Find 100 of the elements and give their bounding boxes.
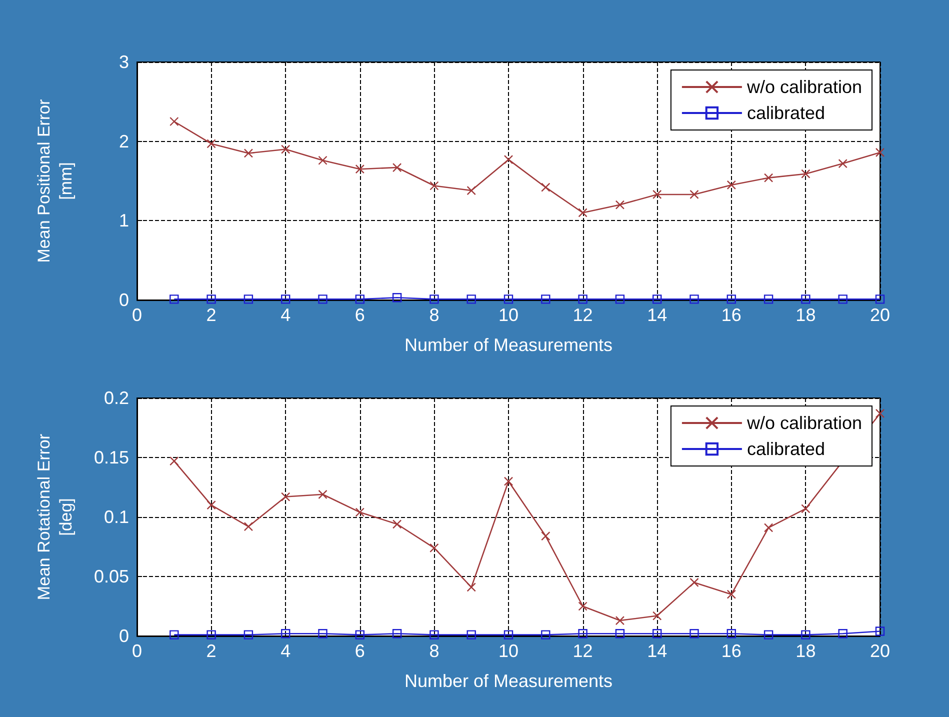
point xyxy=(281,294,290,304)
point xyxy=(764,523,774,532)
point xyxy=(801,630,810,640)
point xyxy=(838,294,848,304)
point xyxy=(578,208,588,218)
point xyxy=(764,630,774,640)
point xyxy=(392,629,402,638)
y-axis-title: Mean Positional Error [mm] xyxy=(34,98,76,263)
point xyxy=(318,629,328,638)
point xyxy=(392,520,402,529)
point xyxy=(281,492,290,502)
point xyxy=(244,294,254,304)
x-tick-label: 20 xyxy=(870,305,890,325)
point xyxy=(615,616,625,626)
point xyxy=(726,629,736,638)
x-tick-label: 14 xyxy=(647,641,668,661)
point xyxy=(875,408,885,418)
point xyxy=(652,190,662,200)
point xyxy=(541,531,550,541)
legend-label: w/o calibration xyxy=(746,413,862,433)
x-tick-label: 18 xyxy=(796,305,816,325)
y-tick-label: 0.1 xyxy=(104,507,129,527)
point xyxy=(838,158,848,168)
point xyxy=(430,181,439,190)
y-tick-label: 0 xyxy=(118,626,129,646)
point xyxy=(466,294,476,304)
legend-label: calibrated xyxy=(746,103,825,123)
point xyxy=(355,630,364,640)
point xyxy=(318,294,328,304)
point xyxy=(652,294,662,304)
x-tick-label: 0 xyxy=(132,641,142,661)
point xyxy=(541,182,550,192)
y-tick-label: 0.2 xyxy=(104,388,129,408)
x-tick-label: 20 xyxy=(870,641,890,661)
x-axis-title: Number of Measurements xyxy=(404,335,613,355)
point xyxy=(318,156,328,165)
point xyxy=(764,173,774,182)
x-tick-label: 16 xyxy=(721,641,742,661)
x-tick-label: 0 xyxy=(132,305,142,325)
point xyxy=(244,148,254,158)
x-tick-label: 14 xyxy=(647,305,668,325)
point xyxy=(281,629,290,638)
point xyxy=(281,144,290,154)
x-tick-label: 2 xyxy=(206,641,216,661)
point xyxy=(578,294,588,304)
point xyxy=(355,294,364,304)
point xyxy=(541,630,550,640)
point xyxy=(244,522,254,532)
point xyxy=(690,294,699,304)
point xyxy=(355,508,364,517)
point xyxy=(318,490,328,499)
x-tick-label: 10 xyxy=(498,641,519,661)
point xyxy=(466,186,476,196)
y-tick-label: 3 xyxy=(118,52,129,72)
point xyxy=(690,629,699,638)
point xyxy=(801,169,810,178)
x-tick-label: 8 xyxy=(429,305,440,325)
point xyxy=(652,611,662,620)
point xyxy=(206,139,216,148)
point xyxy=(430,294,439,304)
point xyxy=(541,294,550,304)
point xyxy=(392,162,402,172)
point xyxy=(504,476,514,486)
point xyxy=(652,629,662,638)
point xyxy=(170,294,179,304)
point xyxy=(690,578,699,588)
x-tick-label: 2 xyxy=(206,305,216,325)
point xyxy=(875,294,885,304)
x-tick-label: 4 xyxy=(280,641,291,661)
point xyxy=(504,154,514,164)
legend-label: w/o calibration xyxy=(746,77,862,97)
point xyxy=(170,116,179,126)
point xyxy=(615,629,625,638)
point xyxy=(504,630,514,640)
point xyxy=(838,629,848,638)
point xyxy=(578,602,588,611)
x-tick-label: 18 xyxy=(796,641,816,661)
x-tick-label: 4 xyxy=(280,305,291,325)
point xyxy=(170,456,179,466)
point xyxy=(206,500,216,510)
point xyxy=(578,629,588,638)
x-tick-label: 12 xyxy=(572,305,593,325)
point xyxy=(875,148,885,158)
point xyxy=(355,164,364,174)
point xyxy=(206,630,216,640)
x-tick-label: 6 xyxy=(354,641,365,661)
point xyxy=(430,630,439,640)
point xyxy=(726,590,736,599)
y-tick-label: 1 xyxy=(118,210,129,231)
x-tick-label: 10 xyxy=(498,305,519,325)
x-axis-title: Number of Measurements xyxy=(404,671,613,691)
y-axis-title: Mean Rotational Error [deg] xyxy=(34,434,76,600)
point xyxy=(801,504,810,514)
point xyxy=(466,630,476,640)
point xyxy=(206,294,216,304)
x-tick-label: 8 xyxy=(429,641,440,661)
y-tick-label: 0.15 xyxy=(94,448,129,468)
x-tick-label: 12 xyxy=(572,641,593,661)
y-tick-label: 0 xyxy=(118,290,129,310)
x-tick-label: 6 xyxy=(354,305,365,325)
